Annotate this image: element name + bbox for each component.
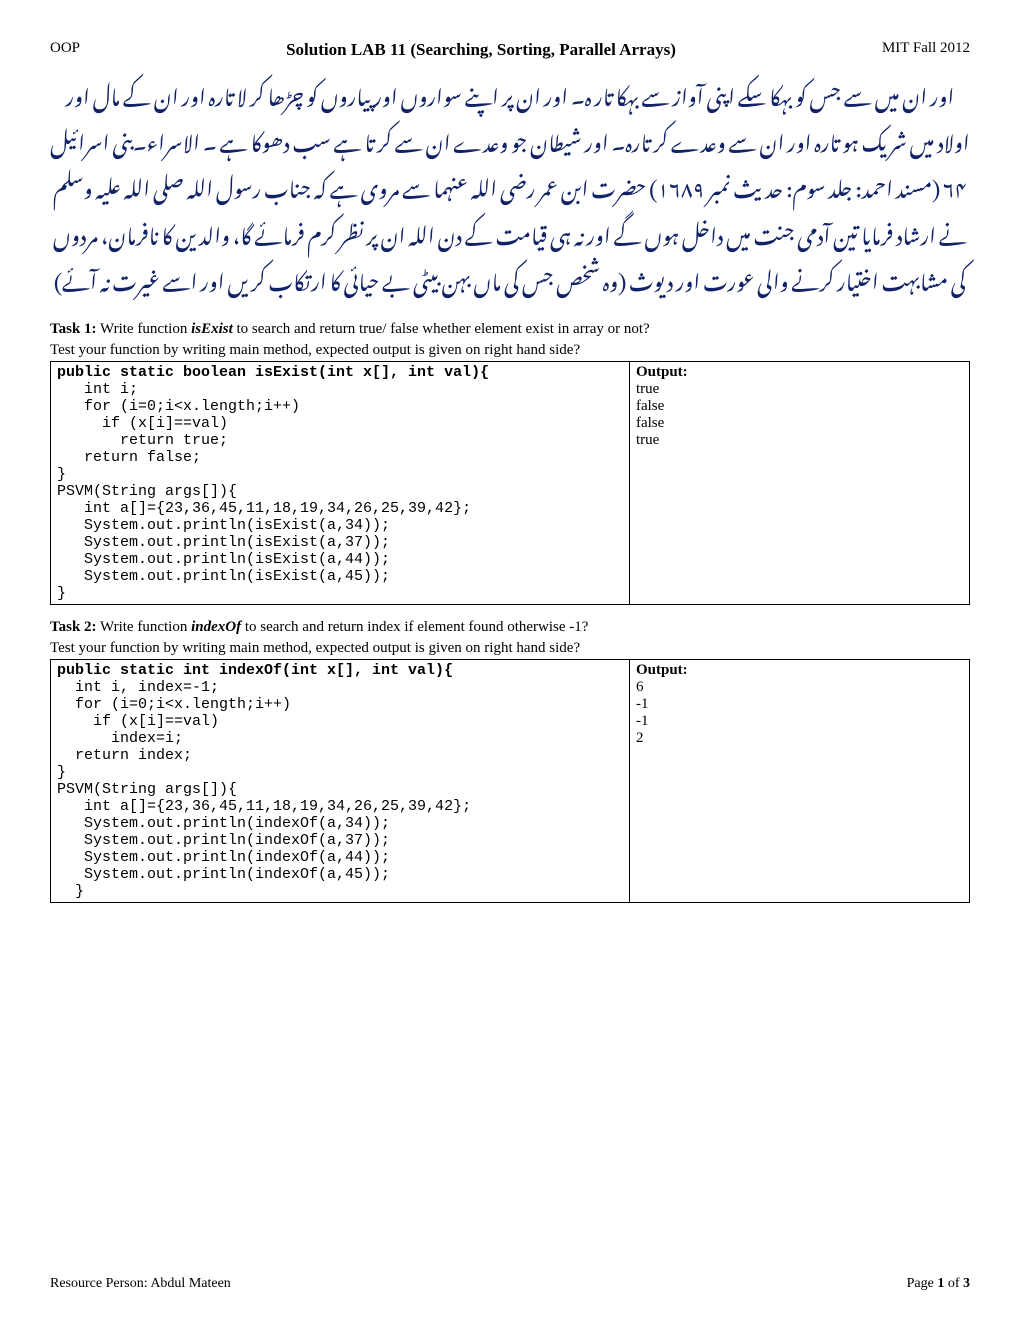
task2-code-signature: public static int indexOf(int x[], int v… — [57, 662, 453, 679]
urdu-passage: اور ان میں سے جس کو بہکا سکے اپنی آواز س… — [50, 70, 970, 301]
task1-description: Task 1: Write function isExist to search… — [50, 321, 970, 338]
task2-output-label: Output: — [636, 662, 688, 678]
header-left: OOP — [50, 40, 80, 60]
task2-label: Task 2: — [50, 619, 97, 635]
footer-page-mid: of — [944, 1276, 963, 1291]
table-row: public static int indexOf(int x[], int v… — [51, 659, 970, 902]
task1-output-cell: Output: true false false true — [629, 361, 969, 604]
page-header: OOP Solution LAB 11 (Searching, Sorting,… — [50, 40, 970, 60]
task2-description: Task 2: Write function indexOf to search… — [50, 619, 970, 636]
task1-output-values: true false false true — [636, 381, 963, 449]
task2-test-line: Test your function by writing main metho… — [50, 640, 970, 657]
task2-output-cell: Output: 6 -1 -1 2 — [629, 659, 969, 902]
header-title: Solution LAB 11 (Searching, Sorting, Par… — [286, 40, 676, 60]
footer-page-prefix: Page — [907, 1276, 938, 1291]
header-right: MIT Fall 2012 — [882, 40, 970, 60]
task1-label: Task 1: — [50, 321, 97, 337]
task1-desc-pre: Write function — [97, 321, 192, 337]
task2-desc-post: to search and return index if element fo… — [241, 619, 588, 635]
task1-code-cell: public static boolean isExist(int x[], i… — [51, 361, 630, 604]
task2-code-cell: public static int indexOf(int x[], int v… — [51, 659, 630, 902]
task1-code-body: int i; for (i=0;i<x.length;i++) if (x[i]… — [57, 381, 471, 602]
task1-output-label: Output: — [636, 364, 688, 380]
task1-test-line: Test your function by writing main metho… — [50, 342, 970, 359]
task1-code-signature: public static boolean isExist(int x[], i… — [57, 364, 489, 381]
task1-desc-post: to search and return true/ false whether… — [233, 321, 650, 337]
task2-table: public static int indexOf(int x[], int v… — [50, 659, 970, 903]
task1-fn-name: isExist — [191, 321, 233, 337]
task2-output-values: 6 -1 -1 2 — [636, 679, 963, 747]
table-row: public static boolean isExist(int x[], i… — [51, 361, 970, 604]
page-footer: Resource Person: Abdul Mateen Page 1 of … — [50, 1276, 970, 1292]
task2-fn-name: indexOf — [191, 619, 241, 635]
task1-table: public static boolean isExist(int x[], i… — [50, 361, 970, 605]
task2-code-body: int i, index=-1; for (i=0;i<x.length;i++… — [57, 679, 471, 900]
task2-desc-pre: Write function — [97, 619, 192, 635]
footer-page-total: 3 — [963, 1276, 970, 1291]
footer-left: Resource Person: Abdul Mateen — [50, 1276, 231, 1292]
footer-right: Page 1 of 3 — [907, 1276, 970, 1292]
